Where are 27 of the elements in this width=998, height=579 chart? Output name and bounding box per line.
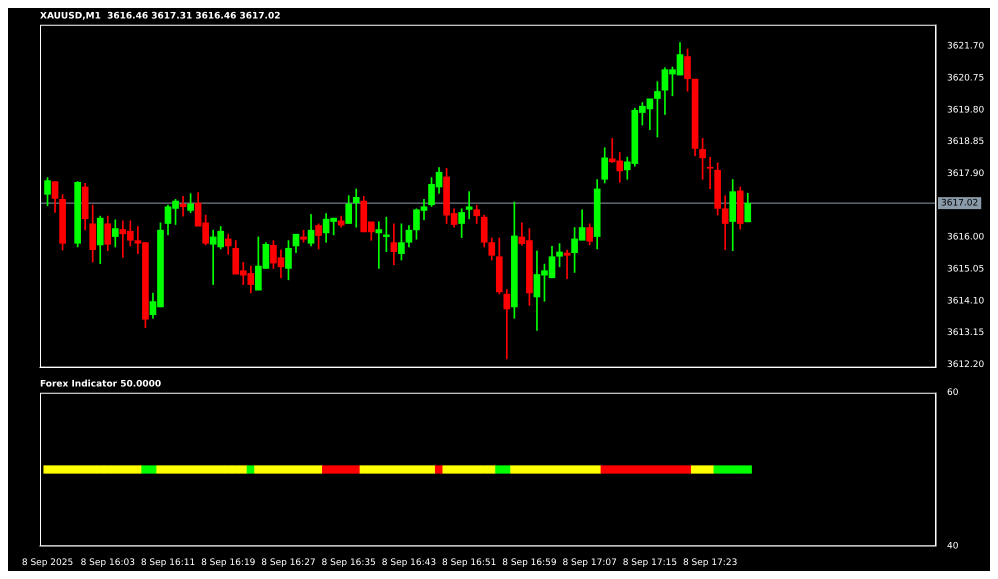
y-tick-label: 40 xyxy=(947,542,959,552)
y-tick-label: 3613.15 xyxy=(947,328,984,338)
y-tick-label: 3621.70 xyxy=(947,42,984,52)
x-tick-label: 8 Sep 16:43 xyxy=(382,558,436,568)
chart-title: XAUUSD,M1 3616.46 3617.31 3616.46 3617.02 xyxy=(40,12,280,22)
x-tick-label: 8 Sep 17:15 xyxy=(622,558,678,568)
x-tick-label: 8 Sep 16:35 xyxy=(322,558,376,568)
chart-title: Forex Indicator 50.0000 xyxy=(40,380,162,390)
x-tick-label: 8 Sep 16:11 xyxy=(140,558,196,568)
x-tick-label: 8 Sep 17:23 xyxy=(682,558,738,568)
x-tick-label: 8 Sep 16:59 xyxy=(502,558,557,568)
x-tick-label: 8 Sep 2025 xyxy=(22,558,74,568)
y-tick-label: 3614.10 xyxy=(947,296,984,306)
y-tick-label: 3619.80 xyxy=(947,105,984,116)
x-tick-label: 8 Sep 16:51 xyxy=(442,558,496,568)
y-tick-label: 3615.05 xyxy=(947,264,984,274)
y-tick-label: 3616.00 xyxy=(947,232,984,243)
y-tick-label: 3612.20 xyxy=(947,360,984,370)
x-tick-label: 8 Sep 16:27 xyxy=(261,558,316,568)
x-tick-label: 8 Sep 17:07 xyxy=(562,558,617,568)
y-tick-label: 3617.90 xyxy=(947,168,984,179)
x-tick-label: 8 Sep 16:19 xyxy=(201,558,256,568)
y-tick-label: 60 xyxy=(947,388,959,398)
x-tick-label: 8 Sep 16:03 xyxy=(80,558,135,568)
ref-line-label: 3617.02 xyxy=(941,198,978,208)
y-tick-label: 3618.85 xyxy=(947,137,984,148)
y-tick-label: 3620.75 xyxy=(947,73,984,84)
